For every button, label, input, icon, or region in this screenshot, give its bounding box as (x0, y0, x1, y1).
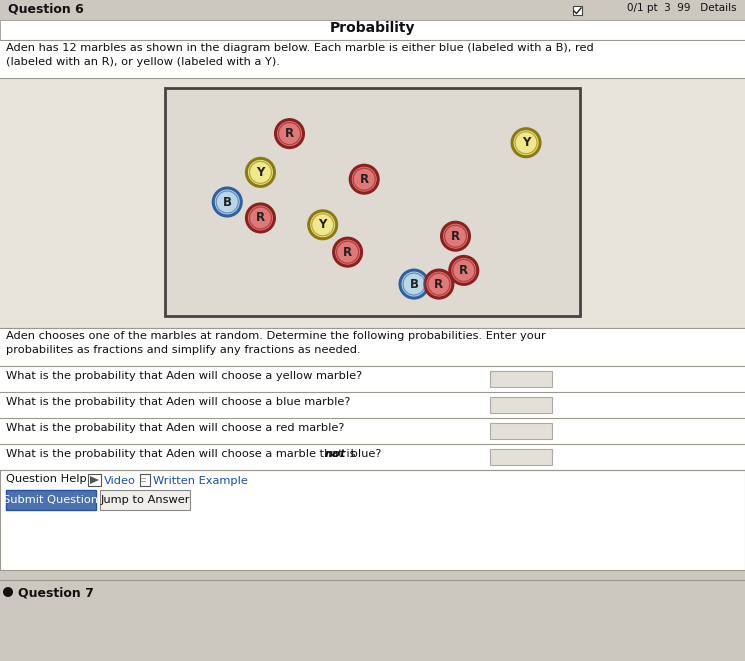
Text: Question Help:: Question Help: (6, 474, 91, 484)
Text: B: B (410, 278, 419, 291)
Text: Probability: Probability (330, 21, 415, 35)
Text: R: R (285, 127, 294, 140)
Bar (0, 580, 745, 661)
Text: Written Example: Written Example (153, 476, 248, 486)
Circle shape (512, 129, 540, 157)
Circle shape (334, 238, 361, 266)
Circle shape (276, 120, 303, 147)
Bar (165, 88, 580, 316)
Bar (0, 20, 745, 40)
Text: What is the probability that Aden will choose a yellow marble?: What is the probability that Aden will c… (6, 371, 362, 381)
Text: What is the probability that Aden will choose a red marble?: What is the probability that Aden will c… (6, 423, 344, 433)
Text: R: R (343, 246, 352, 258)
Bar (0, 78, 745, 328)
Bar (6, 490, 96, 510)
Text: probabilites as fractions and simplify any fractions as needed.: probabilites as fractions and simplify a… (6, 345, 361, 355)
Text: Y: Y (319, 218, 327, 231)
Bar (0, 40, 745, 78)
Circle shape (247, 159, 274, 186)
Bar (490, 449, 552, 465)
Circle shape (425, 270, 453, 298)
Text: (labeled with an R), or yellow (labeled with a Y).: (labeled with an R), or yellow (labeled … (6, 57, 280, 67)
Circle shape (350, 165, 378, 193)
Bar (0, 20, 745, 570)
Text: R: R (360, 173, 369, 186)
Bar (0, 392, 745, 418)
Bar (490, 423, 552, 439)
Text: Aden has 12 marbles as shown in the diagram below. Each marble is either blue (l: Aden has 12 marbles as shown in the diag… (6, 43, 594, 53)
Text: What is the probability that Aden will choose a marble that is: What is the probability that Aden will c… (6, 449, 359, 459)
Bar (141, 477, 146, 479)
Text: R: R (256, 212, 265, 225)
Bar (490, 397, 552, 413)
Bar (100, 490, 190, 510)
Text: R: R (451, 230, 460, 243)
Text: B: B (223, 196, 232, 208)
Circle shape (3, 587, 13, 597)
Bar (0, 444, 745, 470)
Bar (140, 474, 150, 486)
Circle shape (442, 222, 469, 251)
Text: R: R (459, 264, 469, 277)
Circle shape (400, 270, 428, 298)
Bar (0, 366, 745, 392)
Text: Jump to Answer: Jump to Answer (101, 495, 190, 505)
Bar (0, 0, 745, 20)
Bar (0, 328, 745, 366)
Text: Video: Video (104, 476, 136, 486)
Text: Y: Y (522, 136, 530, 149)
Bar (141, 481, 146, 482)
Bar (573, 6, 582, 15)
Circle shape (450, 256, 478, 284)
Text: Y: Y (256, 166, 264, 179)
Text: Question 6: Question 6 (8, 3, 83, 16)
Text: Question 7: Question 7 (18, 586, 94, 599)
Bar (490, 371, 552, 387)
Bar (88, 474, 101, 486)
Circle shape (213, 188, 241, 216)
Text: Submit Question: Submit Question (4, 495, 98, 505)
Text: 0/1 pt  3  99   Details: 0/1 pt 3 99 Details (627, 3, 737, 13)
Circle shape (308, 211, 337, 239)
Text: Aden chooses one of the marbles at random. Determine the following probabilities: Aden chooses one of the marbles at rando… (6, 331, 546, 341)
Text: not: not (325, 449, 346, 459)
Circle shape (247, 204, 274, 232)
Polygon shape (90, 476, 99, 484)
Text: R: R (434, 278, 443, 291)
Text: blue?: blue? (347, 449, 381, 459)
Bar (0, 418, 745, 444)
Text: What is the probability that Aden will choose a blue marble?: What is the probability that Aden will c… (6, 397, 350, 407)
